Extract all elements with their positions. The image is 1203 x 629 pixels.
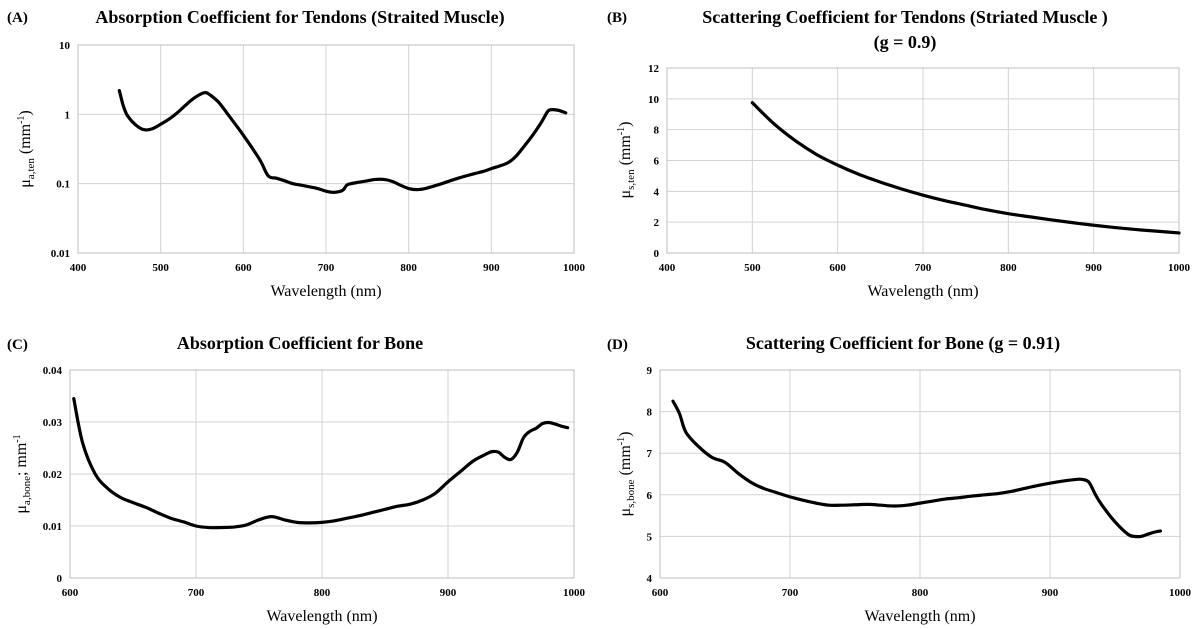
x-tick-label: 500 xyxy=(152,262,169,274)
y-tick-label: 0.03 xyxy=(43,417,63,429)
y-tick-label: 6 xyxy=(654,156,660,168)
x-axis-label: Wavelength (nm) xyxy=(864,608,975,625)
x-tick-label: 400 xyxy=(659,262,676,274)
x-tick-label: 600 xyxy=(829,262,846,274)
plot-frame xyxy=(666,67,1180,254)
x-tick-label: 900 xyxy=(483,262,500,274)
y-axis-label: μa,bone; mm-1 xyxy=(12,434,33,513)
y-tick-label: 5 xyxy=(647,531,653,543)
series-line xyxy=(750,101,1181,235)
chart-panel-d: 600 700 800 900 1000 4 5 6 7 8 9 (D) Scattering Coef… xyxy=(607,333,1192,625)
y-axis-label: μs,ten (mm-1) xyxy=(616,122,637,199)
chart-title: Scattering Coefficient for Bone (g = 0.9… xyxy=(746,333,1060,354)
y-tick-label: 9 xyxy=(647,365,653,377)
x-tick-label: 700 xyxy=(188,587,205,599)
y-tick-label: 0.1 xyxy=(56,179,70,191)
panel-letter: (D) xyxy=(607,337,628,353)
x-tick-label: 600 xyxy=(235,262,252,274)
y-tick-label: 0.02 xyxy=(43,469,63,481)
y-tick-label: 0 xyxy=(654,248,660,260)
series-line xyxy=(671,399,1163,539)
x-tick-label: 1000 xyxy=(563,262,586,274)
x-axis-label: Wavelength (nm) xyxy=(270,283,381,300)
panel-letter: (C) xyxy=(7,337,28,353)
y-tick-label: 0.01 xyxy=(43,521,62,533)
plot-frame xyxy=(69,369,575,579)
chart-title: Absorption Coefficient for Tendons (Stra… xyxy=(95,7,504,28)
chart-panel-a: 400 500 600 700 800 900 1000 0.01 0.1 1 10 (A) Absor… xyxy=(7,7,586,300)
y-tick-label: 0 xyxy=(57,573,63,585)
plot-frame xyxy=(659,369,1181,579)
x-axis-label: Wavelength (nm) xyxy=(867,283,978,300)
y-tick-label: 2 xyxy=(654,217,660,229)
chart-subtitle: (g = 0.9) xyxy=(874,32,937,53)
x-tick-label: 500 xyxy=(744,262,761,274)
y-tick-label: 7 xyxy=(647,448,653,460)
x-axis-label: Wavelength (nm) xyxy=(266,608,377,625)
x-tick-label: 700 xyxy=(318,262,335,274)
x-tick-label: 900 xyxy=(1042,587,1059,599)
x-tick-label: 800 xyxy=(1000,262,1017,274)
plot-frame xyxy=(77,44,575,254)
chart-title: Absorption Coefficient for Bone xyxy=(177,333,423,353)
y-tick-label: 8 xyxy=(654,125,660,137)
y-tick-label: 6 xyxy=(647,490,653,502)
x-tick-label: 800 xyxy=(912,587,929,599)
panel-letter: (B) xyxy=(607,10,627,26)
x-tick-label: 400 xyxy=(70,262,87,274)
y-tick-label: 4 xyxy=(647,573,653,585)
y-tick-label: 10 xyxy=(59,40,71,52)
chart-panel-c: 600 700 800 900 1000 0 0.01 0.02 0.03 0.04 (C) Abso… xyxy=(7,333,586,625)
x-tick-label: 600 xyxy=(62,587,79,599)
y-tick-label: 1 xyxy=(65,109,71,121)
x-tick-label: 1000 xyxy=(563,587,586,599)
x-tick-label: 600 xyxy=(652,587,669,599)
chart-title: Scattering Coefficient for Tendons (Stri… xyxy=(702,7,1108,28)
x-tick-label: 1000 xyxy=(1168,262,1191,274)
y-axis-label: μa,ten (mm-1) xyxy=(16,110,37,188)
y-tick-label: 0.01 xyxy=(51,248,70,260)
x-tick-label: 800 xyxy=(400,262,417,274)
series-line xyxy=(72,397,570,530)
x-tick-label: 1000 xyxy=(1169,587,1192,599)
y-tick-label: 8 xyxy=(647,407,653,419)
y-tick-label: 12 xyxy=(648,63,660,75)
chart-panel-b: 400 500 600 700 800 900 1000 0 2 4 6 8 10 12 (B) Scatte… xyxy=(607,7,1191,300)
x-tick-label: 900 xyxy=(1085,262,1102,274)
panel-letter: (A) xyxy=(7,10,28,26)
x-tick-label: 700 xyxy=(915,262,932,274)
y-tick-label: 4 xyxy=(654,186,660,198)
y-tick-label: 0.04 xyxy=(43,365,63,377)
y-tick-label: 10 xyxy=(648,94,660,106)
x-tick-label: 700 xyxy=(782,587,799,599)
x-tick-label: 800 xyxy=(314,587,331,599)
x-tick-label: 900 xyxy=(440,587,457,599)
y-axis-label: μs,bone (mm-1) xyxy=(616,432,637,517)
series-line xyxy=(117,88,568,194)
